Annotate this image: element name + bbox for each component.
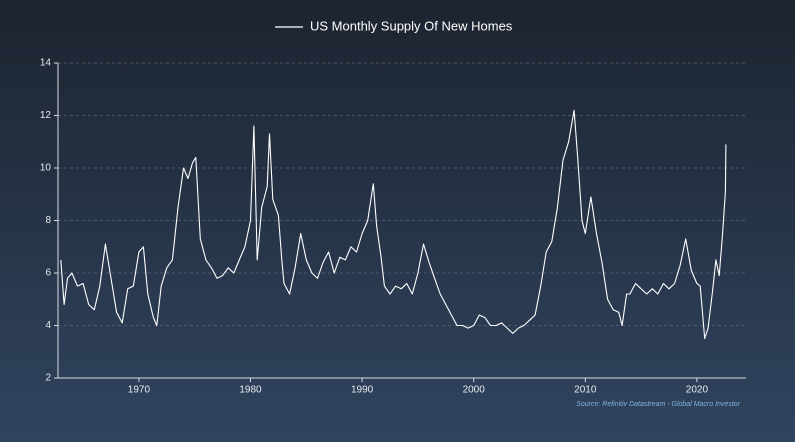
x-tick-label: 1990 — [351, 385, 374, 396]
legend-label: US Monthly Supply Of New Homes — [310, 18, 513, 33]
x-tick-label: 1970 — [128, 385, 151, 396]
source: Source: Refinitiv Datastream - Global Ma… — [576, 401, 740, 408]
x-tick-label: 2000 — [463, 385, 486, 396]
y-tick-label: 4 — [45, 320, 51, 331]
y-tick-label: 8 — [45, 215, 51, 226]
x-tick-label: 1980 — [239, 385, 262, 396]
y-tick-label: 2 — [45, 373, 51, 384]
series-line — [60, 109, 727, 340]
y-tick-label: 12 — [40, 110, 52, 121]
x-tick-label: 2010 — [574, 385, 597, 396]
y-tick-label: 6 — [45, 268, 51, 279]
y-tick-label: 14 — [40, 58, 52, 69]
x-tick-label: 2020 — [686, 385, 709, 396]
y-tick-label: 10 — [40, 163, 52, 174]
